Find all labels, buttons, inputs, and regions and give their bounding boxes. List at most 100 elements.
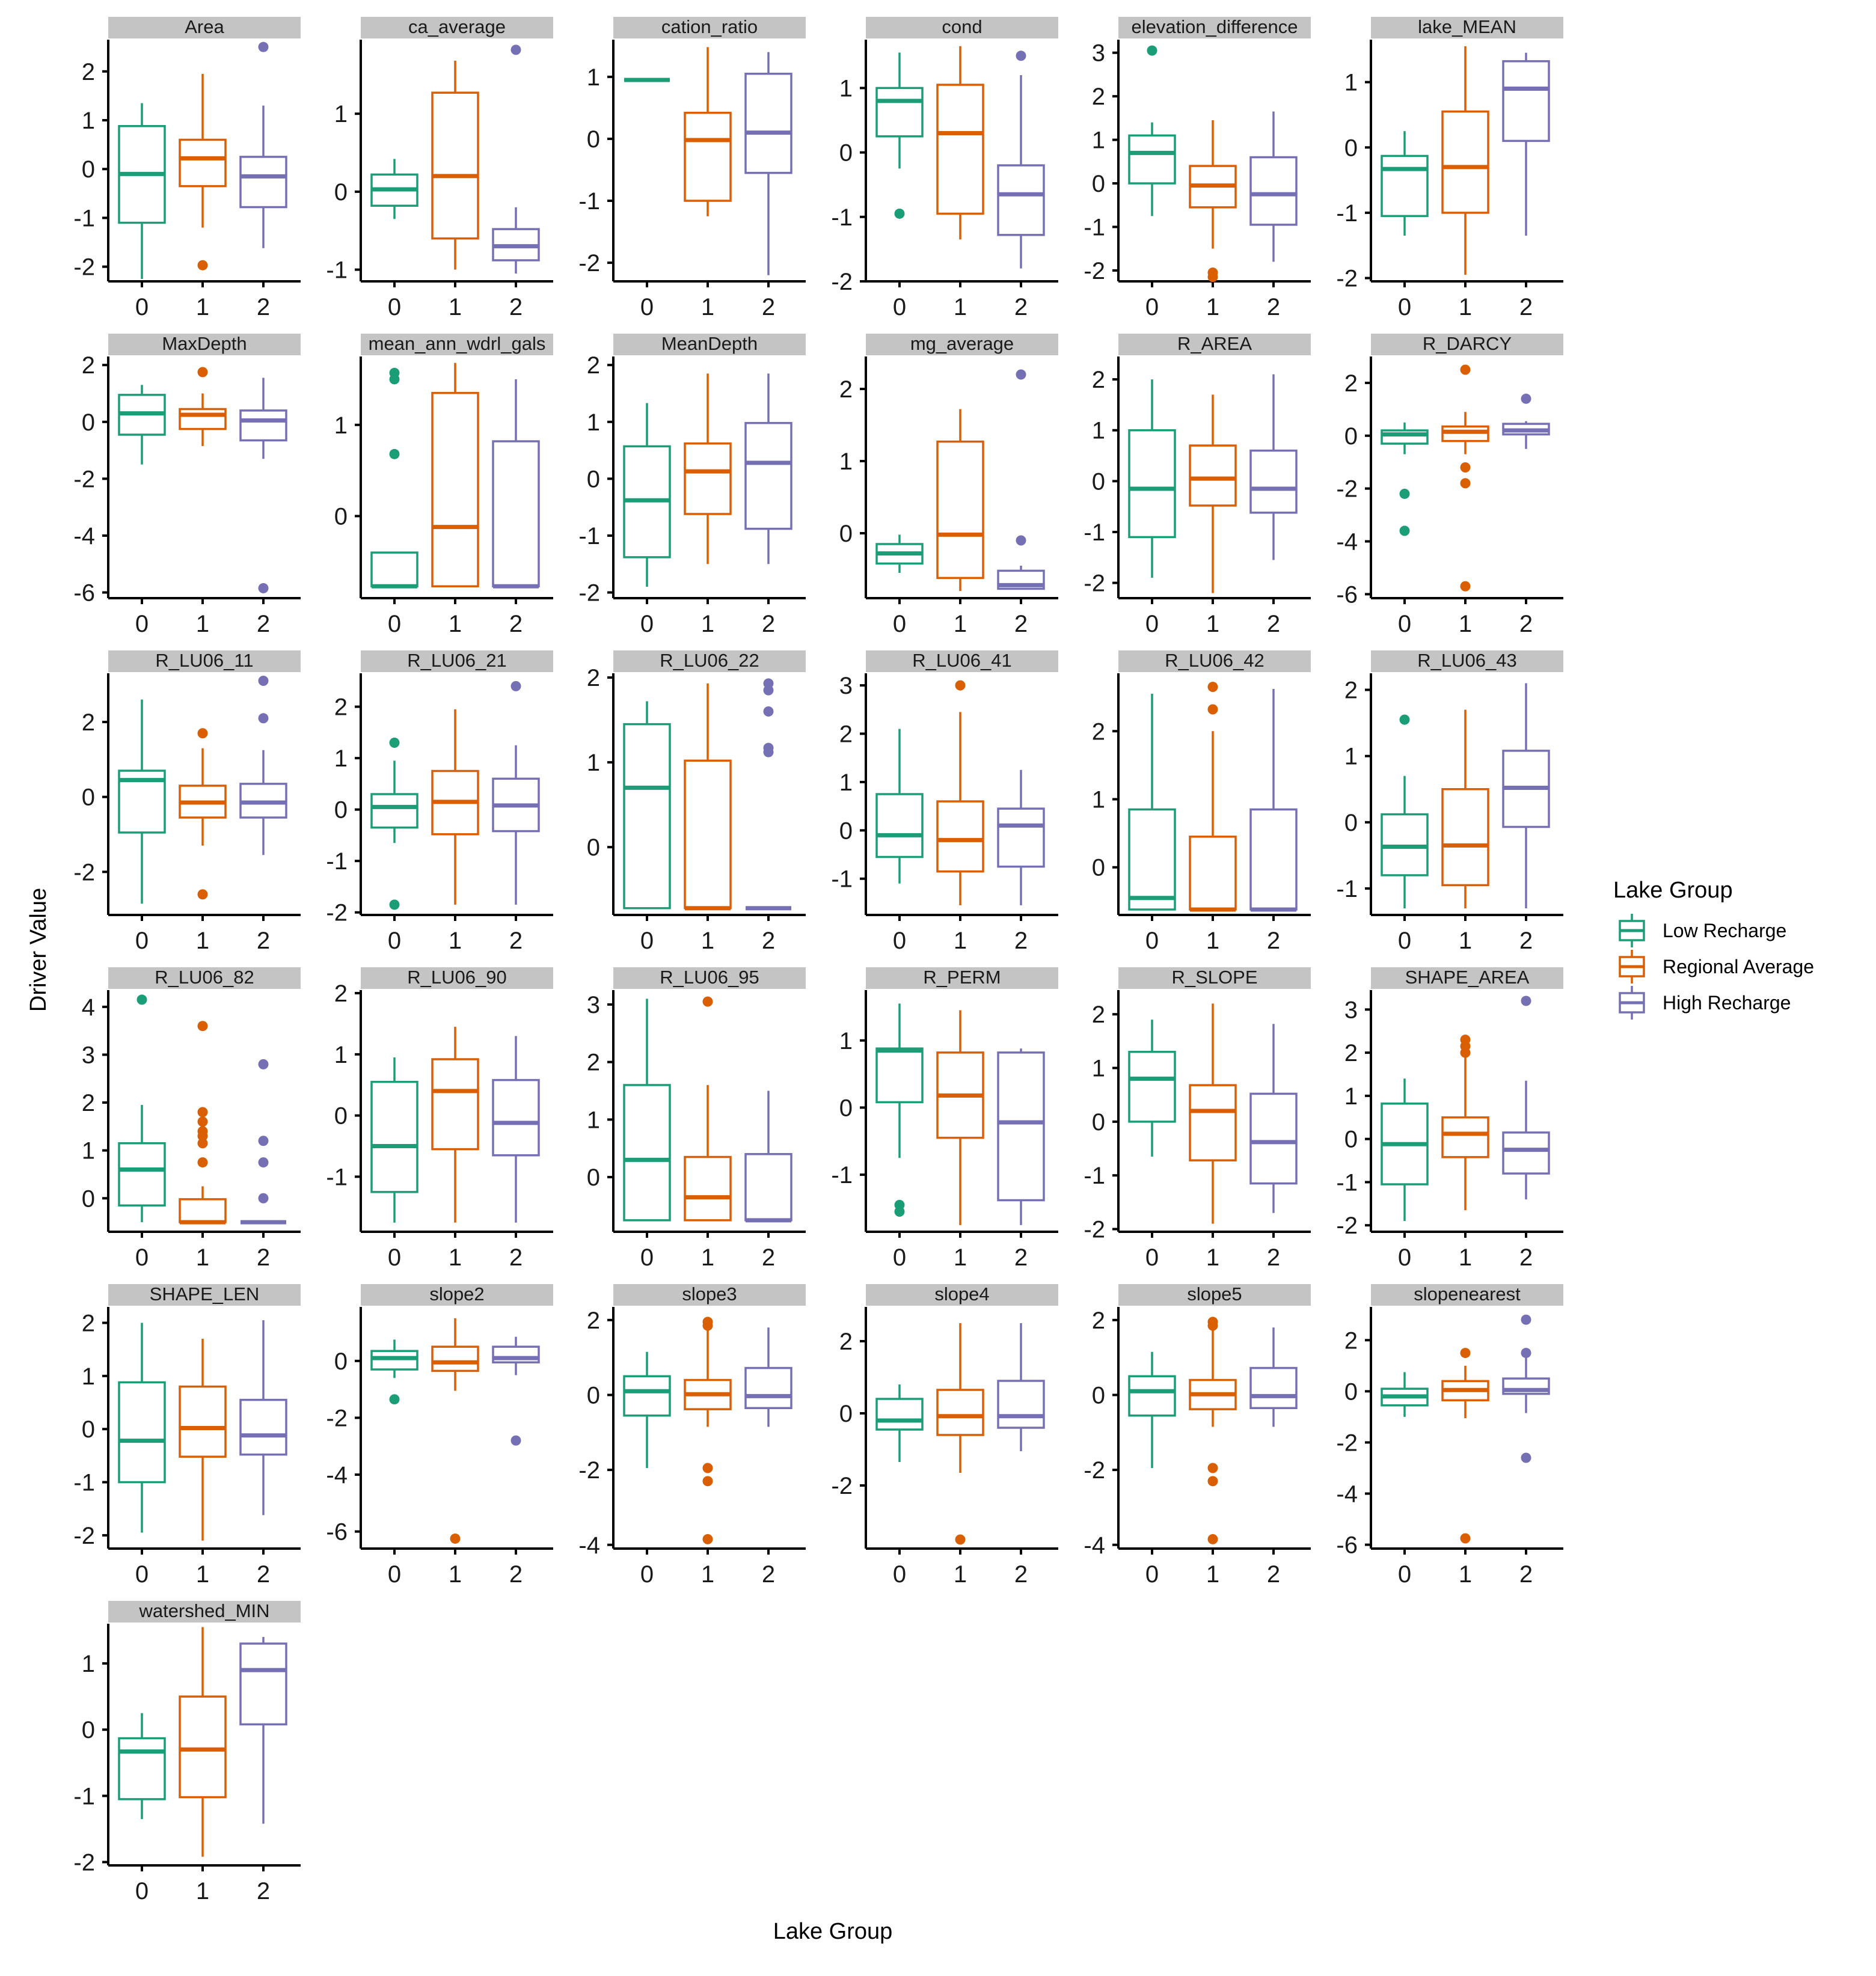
x-tick-label: 1 — [954, 294, 967, 320]
facet-strip — [108, 1284, 301, 1306]
outlier-point — [1207, 1463, 1218, 1473]
facet-strip — [866, 967, 1058, 989]
box-high-recharge — [1249, 374, 1298, 560]
y-tick-label: 0 — [1092, 855, 1105, 881]
x-tick-label: 0 — [388, 294, 401, 320]
box-body — [997, 1051, 1045, 1202]
y-tick-label: 2 — [1092, 84, 1105, 110]
x-tick-label: 1 — [954, 611, 967, 637]
y-tick-label: -2 — [1084, 570, 1105, 597]
y-tick-label: -4 — [578, 1532, 600, 1559]
outlier-point — [1460, 1348, 1471, 1359]
outlier-point — [1016, 50, 1026, 61]
box-low-recharge — [118, 103, 166, 279]
outlier-point — [389, 899, 400, 910]
x-tick-label: 1 — [954, 1561, 967, 1588]
y-tick-label: 0 — [1344, 810, 1358, 836]
box-high-recharge — [1249, 1024, 1298, 1213]
facet-strip — [866, 334, 1058, 355]
box-body — [118, 1381, 166, 1484]
box-body — [492, 1345, 540, 1363]
box-high-recharge — [1249, 111, 1298, 262]
y-tick-label: 1 — [839, 448, 853, 475]
y-tick-label: -2 — [73, 466, 95, 492]
y-tick-label: 0 — [1092, 468, 1105, 495]
outlier-point — [1399, 488, 1410, 499]
outlier-point — [1016, 369, 1026, 380]
box-regional-average — [431, 709, 479, 905]
y-tick-label: -2 — [831, 269, 853, 295]
x-tick-label: 1 — [196, 928, 209, 954]
facet-panel: R_SLOPE -2 -1 0 1 2 0 1 2 — [1084, 967, 1311, 1271]
y-tick-label: -4 — [326, 1462, 348, 1488]
outlier-point — [389, 374, 400, 385]
outlier-point — [1521, 393, 1531, 404]
outlier-point — [389, 1394, 400, 1405]
x-tick-label: 1 — [1206, 1244, 1219, 1271]
y-tick-label: 0 — [1092, 1382, 1105, 1409]
y-tick-label: 1 — [1344, 744, 1358, 770]
box-body — [1502, 1131, 1550, 1175]
box-body — [1249, 449, 1298, 514]
y-tick-label: 2 — [839, 721, 853, 748]
x-tick-label: 1 — [196, 1561, 209, 1588]
outlier-point — [510, 44, 521, 55]
box-body — [370, 1080, 418, 1193]
facet-title: R_AREA — [1177, 333, 1252, 354]
box-body — [936, 800, 984, 873]
box-body — [1128, 808, 1176, 911]
x-tick-label: 1 — [1206, 294, 1219, 320]
facet-title: ca_average — [408, 16, 506, 37]
outlier-point — [1460, 364, 1471, 375]
x-tick-label: 0 — [640, 928, 654, 954]
x-tick-label: 1 — [196, 1878, 209, 1904]
facet-strip — [361, 650, 553, 672]
box-regional-average — [431, 1318, 479, 1544]
y-tick-label: -2 — [1336, 266, 1358, 292]
box-body — [997, 164, 1045, 236]
y-tick-label: -4 — [73, 523, 95, 549]
facet-title: Area — [185, 16, 224, 37]
facet-title: watershed_MIN — [138, 1600, 269, 1621]
box-high-recharge — [492, 1036, 540, 1223]
box-body — [744, 1153, 792, 1222]
y-tick-label: 1 — [839, 769, 853, 796]
x-tick-label: 1 — [449, 611, 462, 637]
facet-title: MaxDepth — [162, 333, 247, 354]
facet-strip — [108, 17, 301, 38]
facet-strip — [866, 1284, 1058, 1306]
box-body — [179, 1385, 227, 1458]
y-tick-label: 1 — [334, 745, 348, 772]
y-tick-label: 0 — [839, 140, 853, 167]
box-body — [744, 421, 792, 530]
y-tick-label: -1 — [1084, 1163, 1105, 1189]
box-body — [875, 1047, 924, 1104]
y-tick-label: 2 — [1344, 678, 1358, 704]
box-regional-average — [936, 1010, 984, 1225]
y-tick-label: 3 — [587, 992, 600, 1018]
box-body — [997, 807, 1045, 868]
box-high-recharge — [1502, 1314, 1550, 1463]
box-high-recharge — [744, 1327, 792, 1427]
box-low-recharge — [1381, 1372, 1429, 1417]
box-high-recharge — [239, 675, 287, 855]
box-regional-average — [684, 373, 732, 564]
y-tick-label: -1 — [73, 205, 95, 231]
legend-title: Lake Group — [1613, 878, 1733, 903]
box-low-recharge — [370, 1339, 418, 1405]
box-regional-average — [179, 1021, 227, 1225]
facet-panel: R_LU06_90 -1 0 1 2 0 1 2 — [326, 967, 553, 1271]
y-tick-label: 0 — [1344, 1378, 1358, 1405]
outlier-point — [1460, 1533, 1471, 1544]
box-low-recharge — [875, 1003, 924, 1217]
outlier-point — [197, 367, 208, 378]
box-high-recharge — [492, 44, 540, 274]
outlier-point — [1460, 1047, 1471, 1058]
legend-key-regional-average: Regional Average — [1619, 950, 1814, 983]
y-tick-label: -4 — [1336, 1481, 1358, 1508]
facet-panel: R_LU06_21 -2 -1 0 1 2 0 1 2 — [326, 650, 553, 954]
y-tick-label: 0 — [1344, 1127, 1358, 1153]
x-tick-label: 0 — [388, 1561, 401, 1588]
x-tick-label: 1 — [449, 1244, 462, 1271]
y-tick-label: -1 — [1084, 519, 1105, 546]
